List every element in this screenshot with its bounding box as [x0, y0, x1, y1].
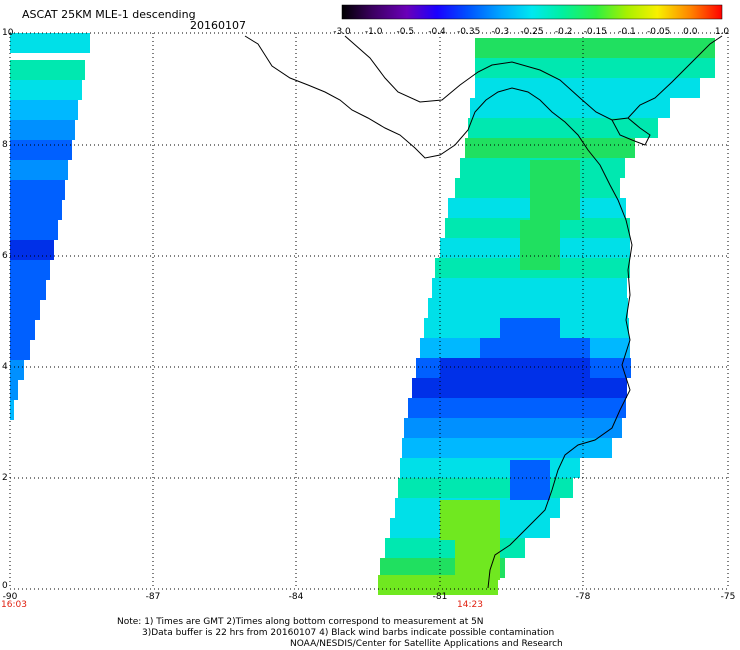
time-label: 14:23	[457, 600, 483, 610]
swath-cell	[10, 320, 35, 340]
lat-tick: 8	[2, 140, 8, 150]
plot-date: 20160107	[190, 19, 246, 32]
colorbar-tick-label: -0.15	[583, 27, 607, 37]
mle-swath-cells	[10, 33, 715, 595]
lat-tick: 2	[2, 473, 8, 483]
swath-cell	[10, 33, 90, 53]
swath-cell	[10, 340, 30, 360]
coastline-north	[344, 35, 723, 121]
lat-tick: 6	[2, 251, 8, 261]
lon-tick: -87	[145, 592, 161, 602]
colorbar-tick-label: -0.3	[491, 27, 510, 37]
swath-cell	[510, 460, 550, 500]
swath-cell	[428, 298, 628, 318]
colorbar-tick-label: 0.0	[683, 27, 698, 37]
swath-cell	[470, 98, 670, 118]
swath-cell	[10, 240, 54, 260]
swath-cell	[432, 278, 627, 298]
lat-tick: 0	[2, 581, 8, 591]
swath-cell	[10, 220, 58, 240]
plot-title: ASCAT 25KM MLE-1 descending	[22, 8, 196, 21]
lat-tick: 4	[2, 362, 8, 372]
swath-cell	[10, 260, 50, 280]
lat-tick: 10	[2, 28, 14, 38]
lat-lon-grid	[9, 32, 729, 590]
swath-cell	[420, 398, 530, 418]
map-plot	[9, 32, 729, 595]
colorbar-tick-label: -0.05	[647, 27, 671, 37]
swath-cell	[480, 338, 590, 358]
swath-cell	[10, 400, 14, 420]
swath-cell	[10, 380, 18, 400]
swath-cell	[10, 140, 72, 160]
swath-cell	[440, 358, 590, 378]
lon-tick: -75	[720, 592, 736, 602]
lon-tick: -81	[432, 592, 448, 602]
coastline	[244, 35, 633, 589]
swath-cell	[425, 418, 485, 438]
colorbar-tick-label: -0.4	[428, 27, 446, 37]
note-line-2: 3)Data buffer is 22 hrs from 20160107 4)…	[142, 628, 555, 638]
colorbar-tick-label: -0.35	[457, 27, 481, 37]
swath-cell	[440, 500, 500, 540]
swath-cell	[10, 60, 85, 80]
swath-cell	[10, 180, 65, 200]
swath-cell	[10, 360, 24, 380]
note-line-1: Note: 1) Times are GMT 2)Times along bot…	[117, 617, 484, 627]
colorbar	[341, 4, 723, 20]
note-line-3: NOAA/NESDIS/Center for Satellite Applica…	[290, 639, 563, 649]
swath-cell	[465, 138, 635, 158]
swath-cell	[10, 120, 75, 140]
swath-cell	[10, 200, 62, 220]
colorbar-tick-label: -3.0	[333, 27, 351, 37]
lon-tick: -90	[2, 592, 18, 602]
swath-cell	[10, 160, 68, 180]
swath-cell	[520, 220, 560, 270]
swath-cell	[475, 58, 715, 78]
colorbar-tick-label: -0.2	[554, 27, 573, 37]
lon-tick: -84	[288, 592, 304, 602]
swath-cell	[10, 80, 82, 100]
swath-cell	[500, 318, 560, 338]
colorbar-tick-label: -0.5	[396, 27, 415, 37]
swath-cell	[468, 118, 658, 138]
swath-cell	[530, 160, 580, 220]
colorbar-tick-label: 1.0	[714, 27, 730, 37]
lon-tick: -78	[575, 592, 591, 602]
swath-cell	[10, 100, 78, 120]
swath-cell	[10, 300, 40, 320]
colorbar-tick-label: -1.0	[364, 27, 383, 37]
swath-cell	[402, 438, 612, 458]
colorbar-tick-label: -0.25	[520, 27, 544, 37]
colorbar-tick-label: -0.1	[618, 27, 636, 37]
swath-cell	[475, 78, 700, 98]
swath-cell	[400, 458, 580, 478]
swath-cell	[430, 378, 560, 398]
swath-cell	[475, 38, 715, 58]
swath-cell	[10, 280, 46, 300]
time-label: 16:03	[1, 600, 27, 610]
coastline-peninsula	[611, 117, 651, 146]
swath-cell	[455, 540, 500, 580]
